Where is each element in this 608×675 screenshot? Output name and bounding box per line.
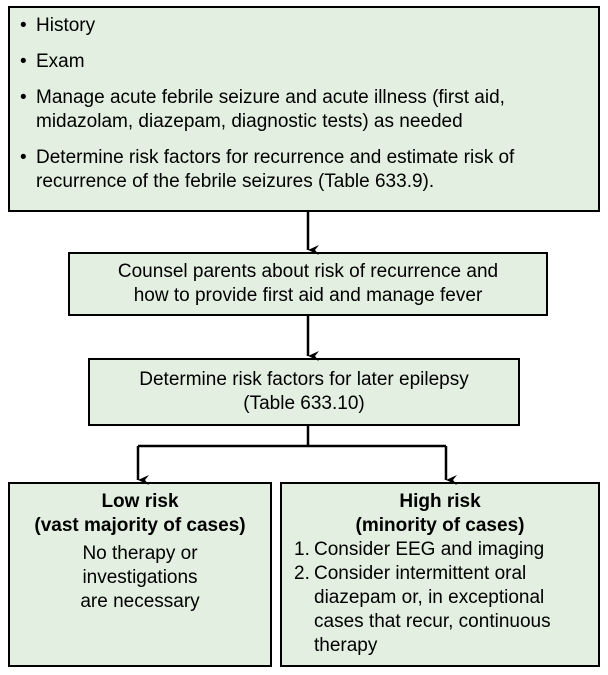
eeg-imaging-text: Consider EEG and imaging [314, 539, 545, 560]
list-item: History [20, 14, 588, 38]
list-item: 2. Consider intermittent oral diazepam o… [290, 562, 590, 658]
low-risk-body-line: No therapy or [82, 543, 198, 564]
low-risk-box: Low risk (vast majority of cases) No the… [8, 482, 272, 667]
recurrence-risk-line-2: recurrence of the febrile seizures (Tabl… [36, 171, 435, 192]
item-number: 1. [294, 539, 310, 560]
assessment-box: History Exam Manage acute febrile seizur… [8, 6, 600, 212]
low-risk-title: Low risk [101, 491, 179, 512]
low-risk-body-line: are necessary [80, 591, 200, 612]
item-number: 2. [294, 563, 310, 584]
high-risk-list: 1. Consider EEG and imaging 2. Consider … [290, 538, 590, 658]
diazepam-line-2: diazepam or, in exceptional [314, 587, 545, 608]
manage-seizure-line-2: midazolam, diazepam, diagnostic tests) a… [36, 111, 463, 132]
counsel-parents-box: Counsel parents about risk of recurrence… [68, 252, 548, 316]
counsel-line-2: how to provide first aid and manage feve… [133, 285, 483, 306]
epilepsy-risk-line-2: (Table 633.10) [243, 393, 365, 414]
list-item: Manage acute febrile seizure and acute i… [20, 86, 588, 134]
epilepsy-risk-line-1: Determine risk factors for later epileps… [139, 369, 469, 390]
counsel-line-1: Counsel parents about risk of recurrence… [117, 261, 499, 282]
diazepam-line-3: cases that recur, continuous [314, 611, 551, 632]
high-risk-subtitle: (minority of cases) [355, 515, 525, 536]
high-risk-box: High risk (minority of cases) 1. Conside… [280, 482, 600, 667]
low-risk-body: No therapy or investigations are necessa… [10, 542, 270, 614]
list-item: Exam [20, 50, 588, 74]
list-item: Determine risk factors for recurrence an… [20, 146, 588, 194]
manage-seizure-line-1: Manage acute febrile seizure and acute i… [36, 87, 505, 108]
list-item: 1. Consider EEG and imaging [290, 538, 590, 562]
recurrence-risk-line-1: Determine risk factors for recurrence an… [36, 147, 515, 168]
high-risk-title: High risk [399, 491, 481, 512]
epilepsy-risk-box: Determine risk factors for later epileps… [88, 358, 520, 426]
high-risk-heading: High risk (minority of cases) [290, 490, 590, 538]
diazepam-line-4: therapy [314, 635, 378, 656]
low-risk-heading: Low risk (vast majority of cases) [10, 490, 270, 538]
assessment-list: History Exam Manage acute febrile seizur… [20, 14, 588, 194]
low-risk-body-line: investigations [82, 567, 198, 588]
low-risk-subtitle: (vast majority of cases) [34, 515, 246, 536]
exam-text: Exam [36, 51, 85, 72]
history-text: History [36, 15, 96, 36]
diazepam-line-1: Consider intermittent oral [314, 563, 527, 584]
